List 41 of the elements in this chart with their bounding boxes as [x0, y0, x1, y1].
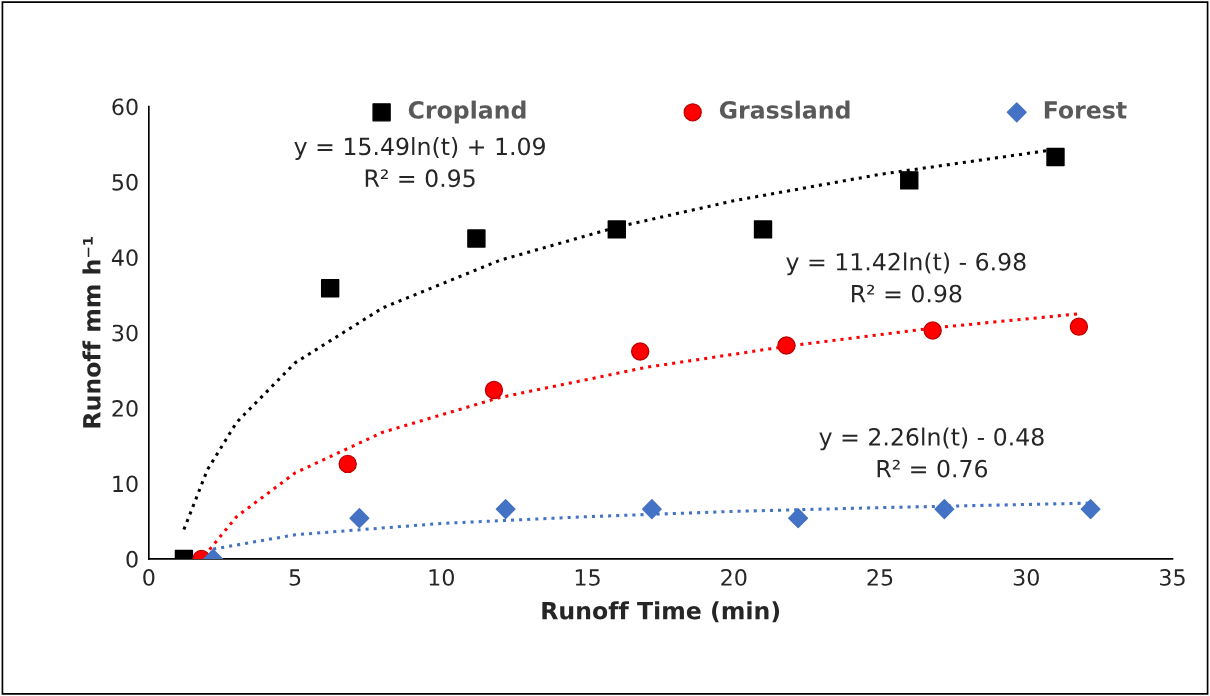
- y-axis-title: Runoff mm h⁻¹: [82, 237, 101, 428]
- x-tick-label: 30: [1013, 569, 1039, 586]
- annotation: y = 2.26ln(t) - 0.48 R² = 0.76: [819, 427, 1044, 478]
- y-tick-label: 20: [112, 400, 138, 417]
- x-tick-label: 35: [1160, 569, 1185, 586]
- point: [1046, 147, 1065, 167]
- point: [777, 336, 796, 355]
- legend-label: Cropland: [408, 100, 526, 124]
- x-tick-label: 10: [429, 569, 454, 586]
- point: [338, 454, 357, 474]
- y-tick-label: 50: [112, 173, 138, 191]
- y-tick-label: 40: [111, 249, 138, 267]
- annotation: y = 11.42ln(t) - 6.98 R² = 0.98: [786, 252, 1026, 303]
- y-tick-label: 10: [113, 475, 138, 493]
- annotation: y = 15.49ln(t) + 1.09 R² = 0.95: [294, 137, 545, 188]
- point: [484, 380, 504, 400]
- y-tick-label: 30: [112, 324, 138, 342]
- legend-label: Forest: [1044, 101, 1127, 119]
- legend-label: Grassland: [719, 100, 850, 119]
- x-tick-label: 15: [575, 569, 600, 586]
- x-tick-label: 25: [867, 569, 893, 586]
- point: [630, 342, 650, 361]
- point: [900, 171, 919, 190]
- y-tick-label: 0: [126, 550, 138, 568]
- point: [607, 220, 626, 239]
- point: [641, 499, 662, 520]
- point: [1069, 317, 1089, 336]
- point: [349, 508, 370, 529]
- point: [923, 321, 942, 340]
- y-tick-label: 60: [112, 98, 138, 116]
- x-tick-label: 0: [143, 569, 155, 586]
- x-tick-label: 5: [289, 569, 301, 586]
- point: [495, 499, 516, 520]
- point: [788, 508, 809, 529]
- point: [934, 499, 955, 520]
- point: [753, 220, 773, 239]
- x-tick-label: 20: [721, 569, 747, 586]
- x-axis-title: Runoff Time (min): [542, 601, 780, 623]
- point: [1080, 499, 1101, 520]
- point: [320, 279, 340, 298]
- point: [467, 229, 486, 248]
